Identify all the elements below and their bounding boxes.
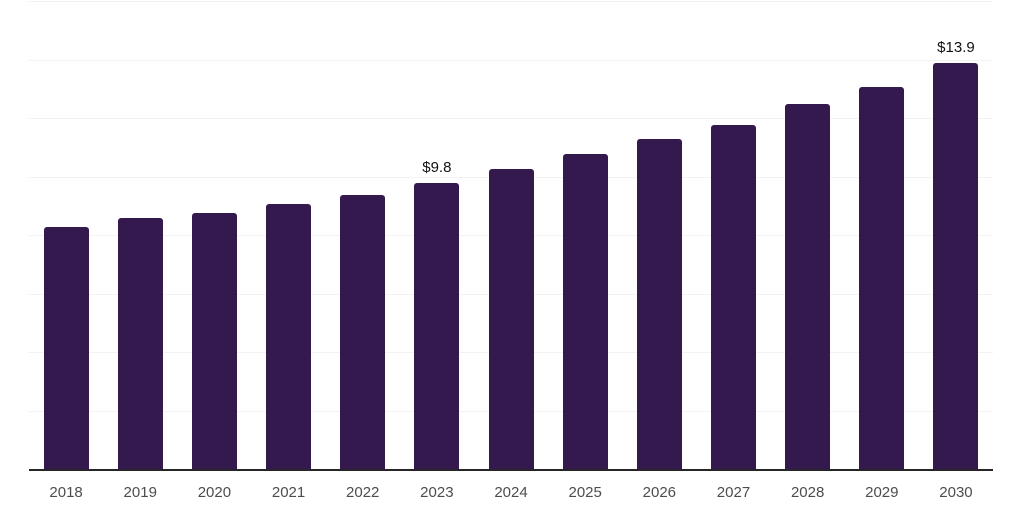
bar-slot-2024 — [474, 2, 548, 470]
bar-value-label-2030: $13.9 — [937, 39, 975, 57]
bar-slot-2020 — [177, 2, 251, 470]
gridline-14 — [29, 59, 993, 61]
x-tick-label-2026: 2026 — [642, 484, 677, 501]
bars-container: $9.8 $13.9 — [29, 2, 993, 470]
gridline-12 — [29, 118, 993, 119]
bar-slot-2026 — [622, 2, 696, 470]
x-tick-label-2022: 2022 — [346, 484, 380, 501]
x-tick-label-2029: 2029 — [865, 484, 899, 501]
gridline-16 — [29, 1, 993, 2]
bar-slot-2018 — [29, 2, 103, 470]
x-tick-label-2023: 2023 — [420, 484, 454, 501]
bar-slot-2028 — [771, 2, 845, 470]
x-tick-label-2028: 2028 — [790, 484, 825, 501]
x-tick-label-2025: 2025 — [568, 484, 602, 501]
plot-area: $9.8 $13.9 — [29, 1, 993, 471]
x-axis-line — [29, 469, 993, 471]
bar-2029 — [859, 86, 905, 470]
bar-slot-2025 — [548, 2, 622, 470]
bar-2028 — [785, 104, 831, 470]
x-tick-label-2030: 2030 — [939, 484, 973, 501]
x-tick-label-2020: 2020 — [197, 484, 232, 501]
bar-slot-2021 — [251, 2, 325, 470]
bar-slot-2027 — [696, 2, 770, 470]
x-tick-label-2019: 2019 — [123, 484, 157, 501]
x-tick-label-2018: 2018 — [49, 484, 83, 501]
bar-2023 — [414, 183, 460, 470]
bar-slot-2023: $9.8 — [400, 2, 474, 470]
bar-2020 — [191, 212, 237, 470]
x-axis-labels: 2018 2019 2020 2021 2022 2023 2024 2025 2026 2027… — [29, 484, 993, 501]
bar-2026 — [636, 139, 682, 470]
x-tick-label-2027: 2027 — [716, 484, 751, 501]
x-tick-label-2021: 2021 — [271, 484, 306, 501]
bar-2022 — [340, 195, 386, 470]
bar-2021 — [266, 203, 312, 470]
bar-2025 — [562, 154, 608, 470]
bar-value-label-2023: $9.8 — [422, 159, 452, 177]
bar-2019 — [117, 218, 163, 470]
bar-slot-2019 — [103, 2, 177, 470]
bar-2018 — [43, 227, 89, 470]
bar-slot-2022 — [326, 2, 400, 470]
bar-slot-2030: $13.9 — [919, 2, 993, 470]
bar-2027 — [710, 124, 756, 470]
bar-2024 — [488, 168, 534, 470]
bar-2030 — [933, 63, 979, 470]
bar-slot-2029 — [845, 2, 919, 470]
x-tick-label-2024: 2024 — [494, 484, 528, 501]
